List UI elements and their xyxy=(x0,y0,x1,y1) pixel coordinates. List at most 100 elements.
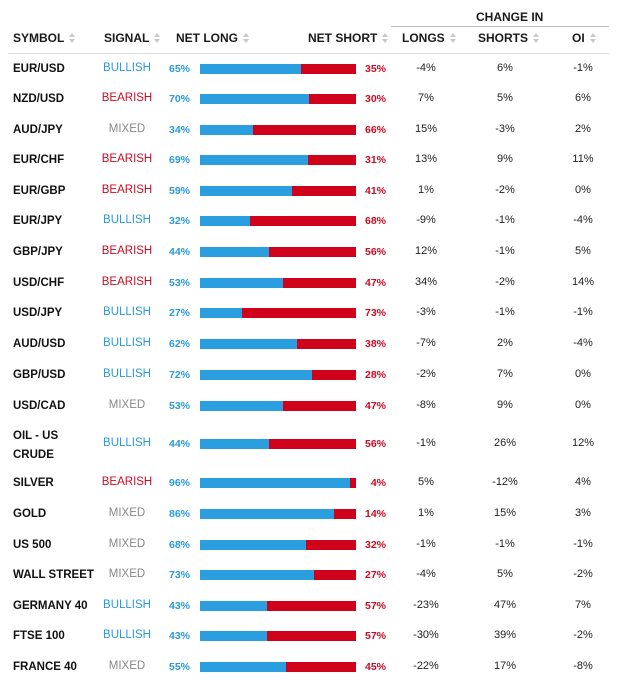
symbol-label[interactable]: GBP/USD xyxy=(13,369,66,381)
oi-change: -1% xyxy=(573,306,593,318)
net-long-bar-fill xyxy=(200,478,350,488)
oi-change: -2% xyxy=(573,629,593,641)
signal-label: MIXED xyxy=(108,660,146,672)
symbol-label[interactable]: USD/JPY xyxy=(13,307,63,319)
signal-label: BULLISH xyxy=(103,62,151,74)
net-position-bar xyxy=(200,370,356,380)
net-long-percent: 27% xyxy=(168,307,190,319)
net-short-percent: 32% xyxy=(364,539,386,551)
symbol-label[interactable]: AUD/JPY xyxy=(13,124,63,136)
net-short-percent: 73% xyxy=(364,307,386,319)
symbol-label[interactable]: GBP/JPY xyxy=(13,246,63,258)
net-position-bar xyxy=(200,155,356,165)
oi-change: 12% xyxy=(571,437,595,449)
oi-change: 14% xyxy=(571,276,595,288)
net-long-bar-fill xyxy=(200,662,286,672)
shorts-change: -3% xyxy=(495,123,515,135)
net-position-bar xyxy=(200,401,356,411)
symbol-label[interactable]: GOLD xyxy=(13,508,47,520)
net-long-bar-fill xyxy=(200,631,268,641)
shorts-change: -12% xyxy=(492,476,518,488)
symbol-label[interactable]: USD/CAD xyxy=(13,400,66,412)
signal-label: BEARISH xyxy=(101,276,153,288)
sort-icon xyxy=(449,33,457,43)
oi-column-header[interactable]: OI xyxy=(572,31,597,45)
sort-icon xyxy=(533,33,540,43)
symbol-label[interactable]: OIL - US CRUDE xyxy=(13,428,58,463)
net-long-bar-fill xyxy=(200,601,268,611)
shorts-column-header[interactable]: SHORTS xyxy=(478,31,540,45)
longs-change: -22% xyxy=(413,660,439,672)
longs-change: 7% xyxy=(418,92,434,104)
net-position-bar xyxy=(200,125,356,135)
shorts-change: -1% xyxy=(495,245,515,257)
signal-label: BEARISH xyxy=(101,245,153,257)
symbol-label[interactable]: US 500 xyxy=(13,539,52,551)
net-short-percent: 14% xyxy=(364,508,386,520)
net-position-bar xyxy=(200,216,356,226)
shorts-change: 6% xyxy=(497,62,513,74)
net-position-bar xyxy=(200,570,356,580)
net-short-percent: 35% xyxy=(364,63,386,75)
net-short-percent: 4% xyxy=(370,477,386,489)
net-position-bar xyxy=(200,439,356,449)
symbol-column-header[interactable]: SYMBOL xyxy=(13,31,76,45)
oi-change: 0% xyxy=(575,184,591,196)
net-long-column-header[interactable]: NET LONG xyxy=(176,31,250,45)
oi-change: 5% xyxy=(575,245,591,257)
net-long-percent: 55% xyxy=(168,661,190,673)
net-position-bar xyxy=(200,247,356,257)
shorts-change: 47% xyxy=(493,599,517,611)
longs-change: -4% xyxy=(416,62,436,74)
net-long-bar-fill xyxy=(200,94,310,104)
signal-label: BULLISH xyxy=(103,306,151,318)
longs-change: -1% xyxy=(416,437,436,449)
symbol-label[interactable]: EUR/GBP xyxy=(13,185,66,197)
oi-change: -4% xyxy=(573,214,593,226)
net-long-percent: 96% xyxy=(168,477,190,489)
net-short-percent: 66% xyxy=(364,124,386,136)
longs-change: -2% xyxy=(416,368,436,380)
sort-icon xyxy=(154,33,161,43)
shorts-header-label: SHORTS xyxy=(478,31,529,45)
symbol-label[interactable]: EUR/JPY xyxy=(13,215,63,227)
net-position-bar xyxy=(200,631,356,641)
net-short-percent: 28% xyxy=(364,369,386,381)
symbol-label[interactable]: EUR/CHF xyxy=(13,154,65,166)
symbol-label[interactable]: WALL STREET xyxy=(13,569,94,581)
symbol-label[interactable]: SILVER xyxy=(13,477,54,489)
symbol-label[interactable]: USD/CHF xyxy=(13,277,65,289)
net-long-bar-fill xyxy=(200,247,269,257)
net-long-bar-fill xyxy=(200,186,293,196)
symbol-label[interactable]: FRANCE 40 xyxy=(13,661,77,673)
shorts-change: 26% xyxy=(493,437,517,449)
net-long-percent: 43% xyxy=(168,600,190,612)
signal-column-header[interactable]: SIGNAL xyxy=(104,31,161,45)
net-long-percent: 73% xyxy=(168,569,190,581)
net-short-percent: 47% xyxy=(364,277,386,289)
change-in-divider xyxy=(391,26,609,27)
longs-change: -1% xyxy=(416,538,436,550)
symbol-label[interactable]: GERMANY 40 xyxy=(13,600,88,612)
oi-header-label: OI xyxy=(572,31,585,45)
signal-label: BEARISH xyxy=(101,184,153,196)
longs-change: 1% xyxy=(418,507,434,519)
symbol-label[interactable]: AUD/USD xyxy=(13,338,66,350)
longs-change: -4% xyxy=(416,568,436,580)
signal-label: BULLISH xyxy=(103,337,151,349)
net-long-percent: 44% xyxy=(168,438,190,450)
longs-column-header[interactable]: LONGS xyxy=(402,31,457,45)
longs-change: -9% xyxy=(416,214,436,226)
symbol-label[interactable]: EUR/USD xyxy=(13,63,65,75)
net-long-percent: 59% xyxy=(168,185,190,197)
longs-change: -3% xyxy=(416,306,436,318)
symbol-label[interactable]: FTSE 100 xyxy=(13,630,65,642)
net-short-percent: 30% xyxy=(364,93,386,105)
net-short-column-header[interactable]: NET SHORT xyxy=(308,31,389,45)
net-long-percent: 69% xyxy=(168,154,190,166)
net-long-bar-fill xyxy=(200,155,308,165)
symbol-label[interactable]: NZD/USD xyxy=(13,93,65,105)
net-long-header-label: NET LONG xyxy=(176,31,238,45)
net-short-percent: 38% xyxy=(364,338,386,350)
